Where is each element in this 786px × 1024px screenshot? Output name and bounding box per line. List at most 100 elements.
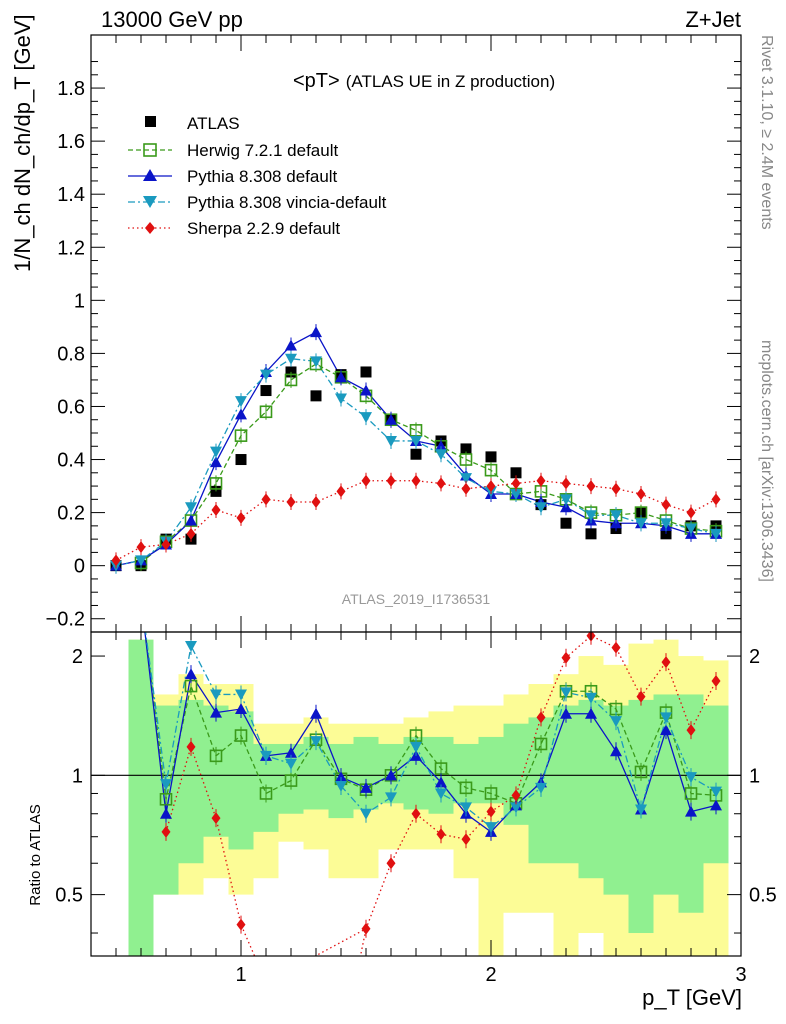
data-point-sherpa (411, 474, 421, 487)
analysis-id: ATLAS_2019_I1736531 (342, 591, 491, 607)
y-axis-label-main: 1/N_ch dN_ch/dp_T [GeV] (10, 14, 35, 272)
data-point-vincia (710, 528, 722, 540)
data-point-sherpa (436, 477, 446, 490)
data-point-sherpa (586, 480, 596, 493)
y-tick-label-main: 0.8 (57, 343, 85, 365)
y-tick-label-main: 0.2 (57, 503, 85, 525)
legend-herwig-label: Herwig 7.2.1 default (187, 141, 338, 160)
ratio-point-vincia (210, 689, 222, 701)
ratio-point-herwig (634, 765, 648, 779)
data-point-herwig (459, 453, 473, 466)
data-point-pythia (210, 456, 222, 468)
data-point-vincia (260, 369, 272, 381)
ratio-line-sherpa-excursion (359, 928, 367, 956)
data-point-vincia (585, 510, 597, 522)
ratio-point-herwig (259, 787, 273, 800)
data-point-atlas (460, 443, 472, 455)
ratio-point-sherpa (161, 825, 171, 838)
ratio-point-herwig (534, 737, 548, 751)
main-plot-area (110, 324, 723, 574)
rivet-label: Rivet 3.1.10, ≥ 2.4M events (758, 35, 775, 230)
data-point-vincia (385, 435, 397, 447)
ratio-point-vincia (535, 782, 547, 794)
ratio-point-vincia (635, 804, 647, 816)
plot-title-sub: (ATLAS UE in Z production) (346, 72, 555, 91)
data-point-vincia (210, 446, 222, 458)
data-point-sherpa (161, 538, 171, 551)
ratio-point-sherpa (486, 805, 496, 818)
ratio-point-sherpa (236, 918, 246, 931)
plot-title: <pT> (ATLAS UE in Z production) (293, 70, 555, 92)
data-point-atlas (235, 454, 247, 466)
data-point-sherpa (636, 488, 646, 501)
y-tick-label-main: 0 (74, 556, 85, 578)
ratio-point-sherpa (211, 812, 221, 825)
data-point-sherpa (611, 482, 621, 495)
ratio-point-sherpa (686, 724, 696, 737)
series-line-sherpa (115, 480, 717, 561)
ratio-point-pythia (285, 746, 297, 758)
y-tick-label-ratio-right: 2 (749, 646, 760, 668)
ratio-point-vincia (185, 641, 197, 653)
legend-pythia-marker (143, 169, 157, 181)
ratio-point-herwig (684, 787, 698, 800)
ratio-point-pythia (310, 707, 322, 719)
data-point-sherpa (711, 493, 721, 506)
process-label: Z+Jet (685, 7, 741, 32)
y-axis-label-ratio: Ratio to ATLAS (27, 804, 44, 905)
ratio-point-sherpa (386, 857, 396, 870)
x-axis-label: p_T [GeV] (642, 985, 742, 1010)
ratio-point-sherpa (711, 675, 721, 688)
ratio-point-pythia (660, 724, 672, 736)
y-tick-label-main: 0.6 (57, 396, 85, 418)
data-point-sherpa (311, 495, 321, 508)
y-tick-label-ratio: 2 (72, 646, 83, 668)
data-point-vincia (135, 555, 147, 567)
data-point-sherpa (461, 482, 471, 495)
y-tick-label-ratio: 0.5 (55, 885, 83, 907)
ratio-line-sherpa (165, 635, 717, 956)
ratio-point-vincia (335, 780, 347, 792)
main-panel: −0.2 0 0.2 0.4 0.6 0.8 1 1.2 1.4 1.6 1.8 (46, 34, 742, 633)
ratio-line-vincia (144, 632, 717, 828)
data-point-vincia (510, 489, 522, 501)
ratio-point-pythia (385, 769, 397, 781)
ratio-point-sherpa (636, 690, 646, 703)
uncertainty-band-green (553, 705, 579, 864)
legend-pythia-label: Pythia 8.308 default (187, 167, 338, 186)
data-point-herwig (284, 373, 298, 387)
ratio-point-herwig (234, 729, 248, 742)
ratio-point-pythia (160, 807, 172, 819)
ratio-line-pythia (144, 632, 717, 833)
data-point-pythia (385, 413, 397, 425)
data-point-sherpa (111, 554, 121, 567)
y-tick-label-ratio-right: 1 (749, 765, 760, 787)
y-tick-label-main: 1.2 (57, 237, 85, 259)
ratio-point-pythia (435, 776, 447, 788)
legend-atlas-marker (145, 116, 156, 127)
y-tick-label-main: 1.6 (57, 131, 85, 153)
y-tick-label-main: 1.4 (57, 184, 85, 206)
ratio-point-vincia (660, 712, 672, 724)
ratio-point-vincia (360, 808, 372, 820)
data-point-vincia (635, 518, 647, 530)
ratio-point-pythia (185, 668, 197, 680)
ratio-point-pythia (335, 771, 347, 783)
data-point-vincia (560, 494, 572, 506)
ratio-point-sherpa (536, 711, 546, 724)
data-point-herwig (209, 477, 223, 490)
ratio-point-vincia (485, 822, 497, 834)
plot-title-main: <pT> (293, 70, 340, 92)
ratio-point-vincia (460, 802, 472, 814)
ratio-point-vincia (435, 788, 447, 800)
y-tick-label-main: 1 (74, 290, 85, 312)
legend-atlas-label: ATLAS (187, 114, 240, 133)
ratio-point-vincia (585, 692, 597, 704)
ratio-point-vincia (260, 750, 272, 762)
data-point-sherpa (186, 527, 196, 540)
data-point-atlas (360, 366, 372, 378)
ratio-point-vincia (410, 741, 422, 753)
legend-sherpa-marker (145, 222, 155, 234)
data-point-vincia (535, 502, 547, 514)
ratio-point-sherpa (661, 656, 671, 669)
